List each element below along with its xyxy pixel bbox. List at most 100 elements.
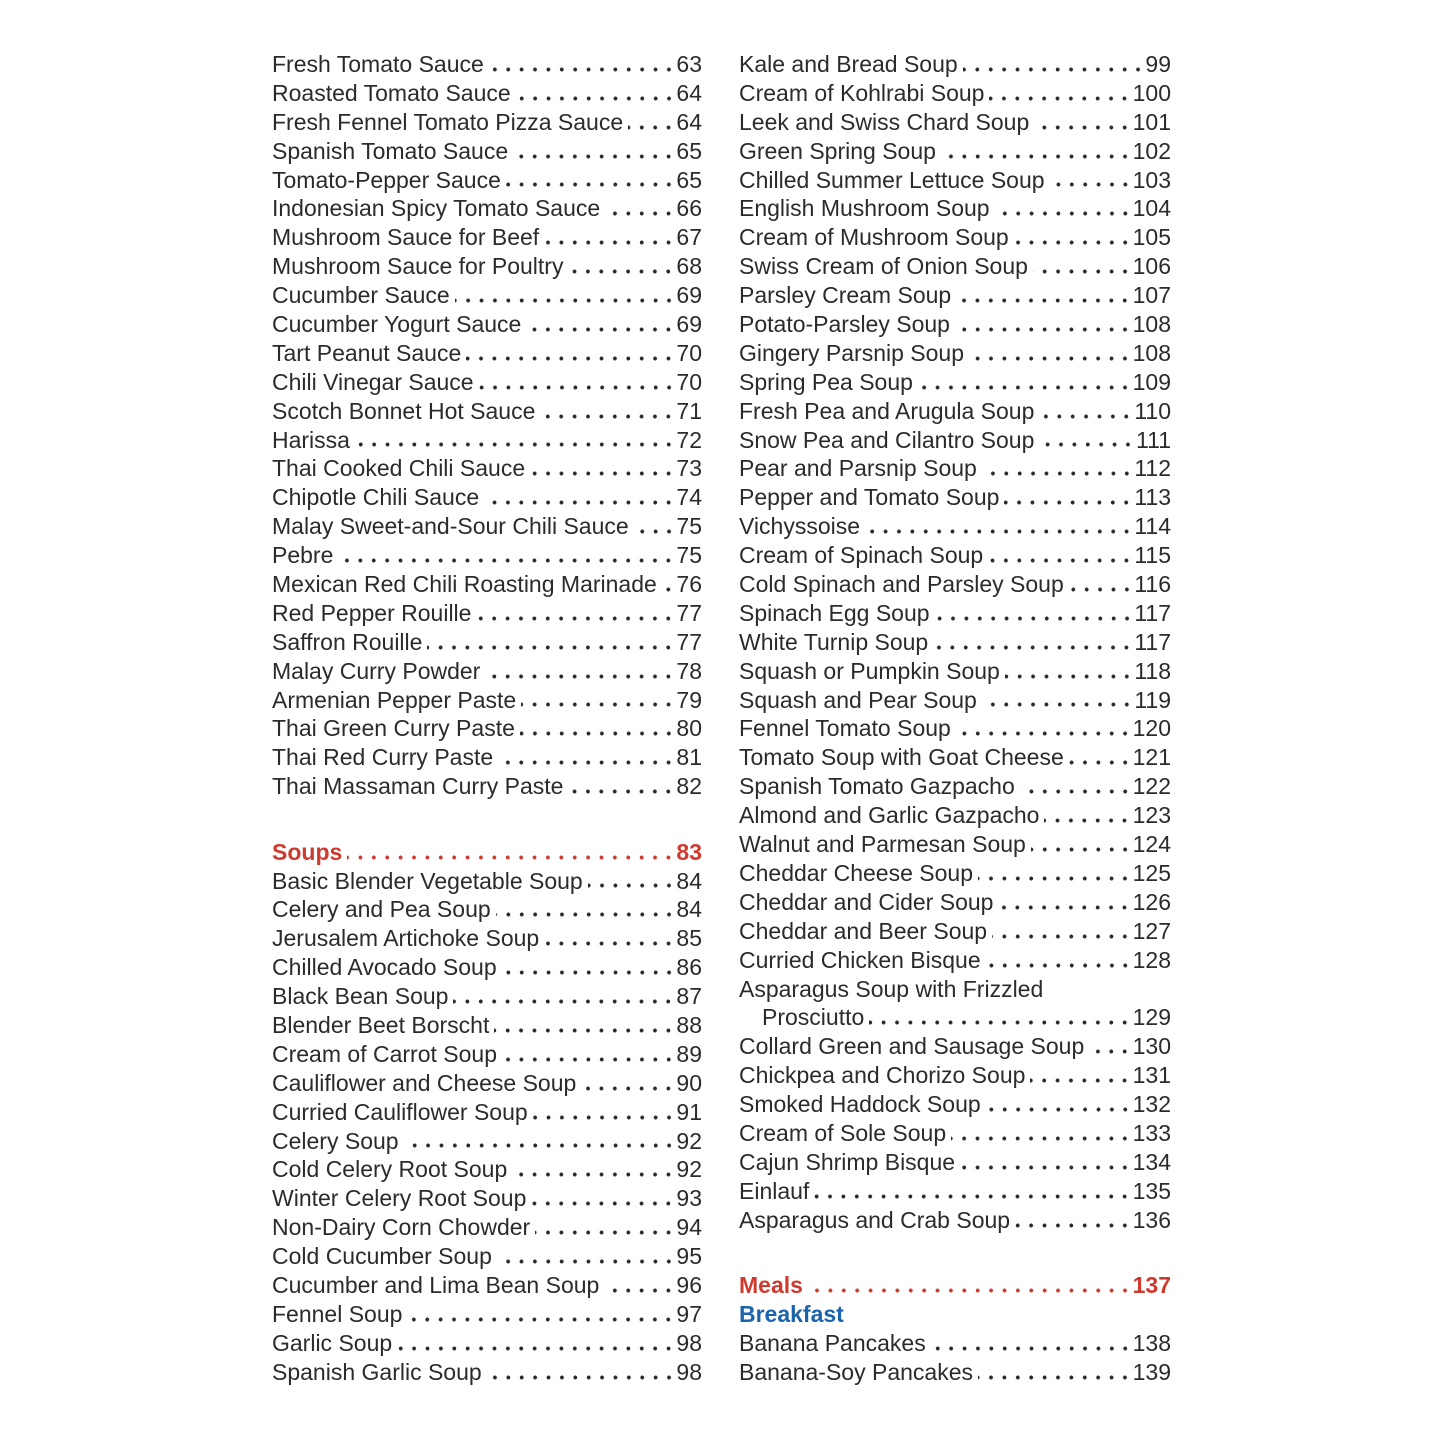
toc-entry[interactable]: Chipotle Chili Sauce 74	[272, 483, 702, 513]
toc-entry[interactable]: Indonesian Spicy Tomato Sauce 66	[272, 194, 702, 224]
toc-entry[interactable]: Thai Massaman Curry Paste 82	[272, 772, 702, 802]
toc-entry[interactable]: Gingery Parsnip Soup 108	[739, 338, 1171, 368]
toc-entry-title: Harissa	[272, 426, 350, 453]
toc-entry[interactable]: Saffron Rouille 77	[272, 627, 702, 657]
toc-entry[interactable]: Squash and Pear Soup 119	[739, 685, 1171, 715]
toc-entry-page: 132	[1132, 1091, 1171, 1118]
toc-entry[interactable]: Cucumber Yogurt Sauce 69	[272, 310, 702, 339]
toc-entry[interactable]: Kale and Bread Soup 99	[739, 50, 1171, 79]
toc-entry[interactable]: Fresh Tomato Sauce 63	[272, 50, 702, 79]
toc-entry[interactable]: Banana Pancakes 138	[739, 1328, 1171, 1358]
toc-entry[interactable]: Fennel Tomato Soup 120	[739, 714, 1171, 744]
toc-entry[interactable]: Asparagus and Crab Soup 136	[739, 1205, 1171, 1235]
toc-entry[interactable]: Mexican Red Chili Roasting Marinade 76	[272, 570, 702, 599]
toc-entry[interactable]: Green Spring Soup 102	[739, 136, 1171, 166]
toc-entry-page: 77	[676, 599, 702, 626]
toc-entry[interactable]: Swiss Cream of Onion Soup 106	[739, 252, 1171, 282]
toc-entry[interactable]: White Turnip Soup 117	[739, 627, 1171, 657]
toc-entry[interactable]: Pear and Parsnip Soup 112	[739, 454, 1171, 484]
toc-entry[interactable]: Thai Red Curry Paste 81	[272, 743, 702, 773]
toc-entry[interactable]: Cauliflower and Cheese Soup 90	[272, 1068, 702, 1098]
toc-entry[interactable]: Prosciutto 129	[739, 1003, 1171, 1033]
toc-entry-title: Banana-Soy Pancakes	[739, 1358, 973, 1385]
toc-entry[interactable]: Tomato Soup with Goat Cheese 121	[739, 743, 1171, 773]
toc-entry[interactable]: English Mushroom Soup 104	[739, 194, 1171, 224]
toc-entry[interactable]: Fresh Pea and Arugula Soup 110	[739, 396, 1171, 426]
toc-entry[interactable]: Pepper and Tomato Soup 113	[739, 483, 1171, 513]
toc-entry[interactable]: Cream of Spinach Soup 115	[739, 541, 1171, 571]
dot-leader	[954, 310, 1132, 339]
toc-entry[interactable]: Scotch Bonnet Hot Sauce 71	[272, 396, 702, 426]
toc-entry[interactable]: Blender Beet Borscht 88	[272, 1011, 702, 1040]
toc-entry[interactable]: Curried Chicken Bisque 128	[739, 945, 1171, 975]
toc-entry[interactable]: Malay Sweet-and-Sour Chili Sauce 75	[272, 512, 702, 542]
toc-entry[interactable]: Asparagus Soup with Frizzled	[739, 975, 1171, 1004]
toc-section-heading[interactable]: Soups 83	[272, 837, 702, 867]
toc-entry[interactable]: Winter Celery Root Soup 93	[272, 1184, 702, 1214]
toc-entry[interactable]: Celery Soup 92	[272, 1126, 702, 1156]
toc-entry[interactable]: Chickpea and Chorizo Soup 131	[739, 1061, 1171, 1091]
toc-entry[interactable]: Cream of Carrot Soup 89	[272, 1039, 702, 1069]
toc-entry[interactable]: Spinach Egg Soup 117	[739, 598, 1171, 628]
toc-subsection-heading[interactable]: Breakfast	[739, 1300, 1171, 1329]
toc-entry[interactable]: Cajun Shrimp Bisque 134	[739, 1147, 1171, 1177]
toc-entry[interactable]: Cucumber and Lima Bean Soup 96	[272, 1271, 702, 1300]
toc-entry[interactable]: Squash or Pumpkin Soup 118	[739, 656, 1171, 686]
toc-entry[interactable]: Red Pepper Rouille 77	[272, 598, 702, 628]
toc-entry[interactable]: Thai Cooked Chili Sauce 73	[272, 454, 702, 484]
toc-entry[interactable]: Fresh Fennel Tomato Pizza Sauce 64	[272, 107, 702, 137]
toc-entry[interactable]: Cold Celery Root Soup 92	[272, 1155, 702, 1185]
toc-entry[interactable]: Curried Cauliflower Soup 91	[272, 1097, 702, 1127]
toc-entry[interactable]: Chilled Avocado Soup 86	[272, 953, 702, 983]
toc-entry[interactable]: Harissa 72	[272, 425, 702, 455]
section-gap	[272, 801, 702, 838]
toc-entry[interactable]: Chili Vinegar Sauce 70	[272, 367, 702, 397]
toc-entry[interactable]: Spanish Tomato Sauce 65	[272, 136, 702, 166]
toc-entry[interactable]: Jerusalem Artichoke Soup 85	[272, 924, 702, 954]
toc-entry[interactable]: Basic Blender Vegetable Soup 84	[272, 866, 702, 896]
toc-entry[interactable]: Parsley Cream Soup 107	[739, 281, 1171, 311]
toc-entry[interactable]: Cold Spinach and Parsley Soup 116	[739, 570, 1171, 599]
toc-entry[interactable]: Malay Curry Powder 78	[272, 656, 702, 686]
toc-entry[interactable]: Spanish Tomato Gazpacho 122	[739, 772, 1171, 802]
toc-entry[interactable]: Tomato-Pepper Sauce 65	[272, 165, 702, 195]
toc-entry[interactable]: Cheddar and Cider Soup 126	[739, 887, 1171, 917]
toc-entry[interactable]: Cheddar and Beer Soup 127	[739, 916, 1171, 946]
toc-entry[interactable]: Chilled Summer Lettuce Soup 103	[739, 165, 1171, 195]
toc-entry[interactable]: Cucumber Sauce 69	[272, 281, 702, 311]
toc-section-heading[interactable]: Meals 137	[739, 1271, 1171, 1300]
toc-entry[interactable]: Armenian Pepper Paste 79	[272, 685, 702, 715]
toc-entry[interactable]: Smoked Haddock Soup 132	[739, 1090, 1171, 1119]
toc-entry[interactable]: Mushroom Sauce for Poultry 68	[272, 252, 702, 282]
toc-entry[interactable]: Spring Pea Soup 109	[739, 367, 1171, 397]
toc-entry[interactable]: Leek and Swiss Chard Soup 101	[739, 107, 1171, 137]
toc-entry[interactable]: Pebre 75	[272, 541, 702, 571]
toc-entry[interactable]: Fennel Soup 97	[272, 1299, 702, 1329]
toc-entry[interactable]: Non-Dairy Corn Chowder 94	[272, 1213, 702, 1243]
toc-entry[interactable]: Cheddar Cheese Soup 125	[739, 858, 1171, 888]
toc-entry[interactable]: Black Bean Soup 87	[272, 982, 702, 1011]
toc-entry[interactable]: Snow Pea and Cilantro Soup 111	[739, 425, 1171, 455]
toc-entry[interactable]: Cream of Sole Soup 133	[739, 1118, 1171, 1148]
toc-entry[interactable]: Banana-Soy Pancakes 139	[739, 1357, 1171, 1387]
toc-entry[interactable]: Garlic Soup 98	[272, 1328, 702, 1358]
toc-entry[interactable]: Roasted Tomato Sauce 64	[272, 78, 702, 108]
toc-entry-page: 100	[1132, 79, 1171, 106]
toc-entry[interactable]: Celery and Pea Soup 84	[272, 895, 702, 925]
toc-entry[interactable]: Mushroom Sauce for Beef 67	[272, 223, 702, 253]
toc-entry[interactable]: Walnut and Parmesan Soup 124	[739, 830, 1171, 859]
toc-entry[interactable]: Vichyssoise 114	[739, 512, 1171, 542]
toc-entry[interactable]: Thai Green Curry Paste 80	[272, 714, 702, 744]
toc-entry[interactable]: Einlauf 135	[739, 1176, 1171, 1206]
toc-entry[interactable]: Almond and Garlic Gazpacho 123	[739, 801, 1171, 831]
toc-entry-page: 133	[1132, 1119, 1171, 1146]
toc-entry[interactable]: Tart Peanut Sauce 70	[272, 338, 702, 368]
toc-entry[interactable]: Collard Green and Sausage Soup 130	[739, 1032, 1171, 1062]
toc-entry[interactable]: Cold Cucumber Soup 95	[272, 1242, 702, 1272]
toc-entry[interactable]: Potato-Parsley Soup 108	[739, 310, 1171, 339]
toc-entry-title: Almond and Garlic Gazpacho	[739, 802, 1040, 829]
toc-entry[interactable]: Cream of Kohlrabi Soup 100	[739, 78, 1171, 108]
toc-entry[interactable]: Spanish Garlic Soup 98	[272, 1357, 702, 1387]
toc-entry[interactable]: Cream of Mushroom Soup 105	[739, 223, 1171, 253]
toc-entry-title: Swiss Cream of Onion Soup	[739, 253, 1028, 280]
